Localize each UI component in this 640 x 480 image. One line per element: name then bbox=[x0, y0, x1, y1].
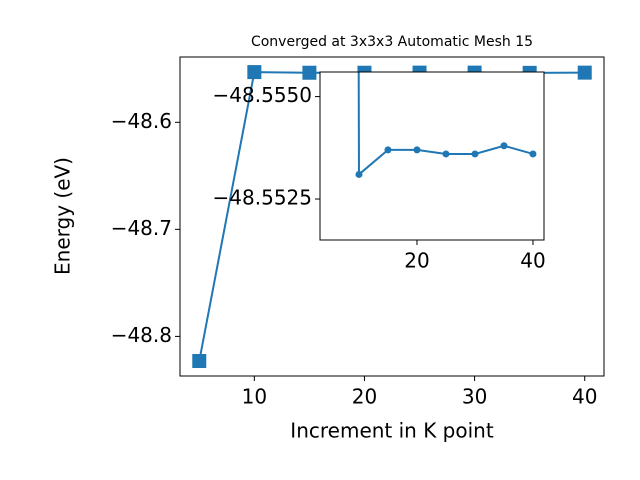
x-tick-label: 40 bbox=[520, 249, 545, 273]
axes-frame bbox=[319, 71, 545, 241]
y-tick-label: −48.6 bbox=[111, 109, 172, 133]
plot-area bbox=[320, 72, 544, 240]
data-point bbox=[529, 150, 537, 158]
x-axis-label: Increment in K point bbox=[290, 419, 494, 443]
data-point bbox=[471, 150, 479, 158]
data-point bbox=[192, 354, 207, 369]
series-line bbox=[357, 72, 534, 177]
x-tick-label: 20 bbox=[352, 385, 377, 409]
plot-content bbox=[355, 72, 537, 178]
y-tick-label: −48.7 bbox=[111, 216, 172, 240]
data-point bbox=[384, 146, 392, 154]
y-tick-label: −48.8 bbox=[111, 323, 172, 347]
x-tick-label: 20 bbox=[404, 249, 429, 273]
x-tick-label: 40 bbox=[572, 385, 597, 409]
x-tick-label: 10 bbox=[242, 385, 267, 409]
data-point bbox=[355, 170, 363, 178]
data-point bbox=[442, 150, 450, 158]
data-point bbox=[500, 142, 508, 150]
data-point bbox=[413, 146, 421, 154]
y-tick-label: −48.5525 bbox=[213, 186, 312, 210]
axes-frame bbox=[179, 56, 605, 377]
chart-title: Converged at 3x3x3 Automatic Mesh 15 bbox=[251, 34, 533, 50]
y-axis-label: Energy (eV) bbox=[51, 157, 75, 275]
data-point bbox=[302, 65, 317, 80]
data-point bbox=[577, 65, 592, 80]
x-tick-label: 30 bbox=[462, 385, 487, 409]
data-point bbox=[247, 65, 262, 80]
y-tick-label: −48.5550 bbox=[213, 83, 312, 107]
